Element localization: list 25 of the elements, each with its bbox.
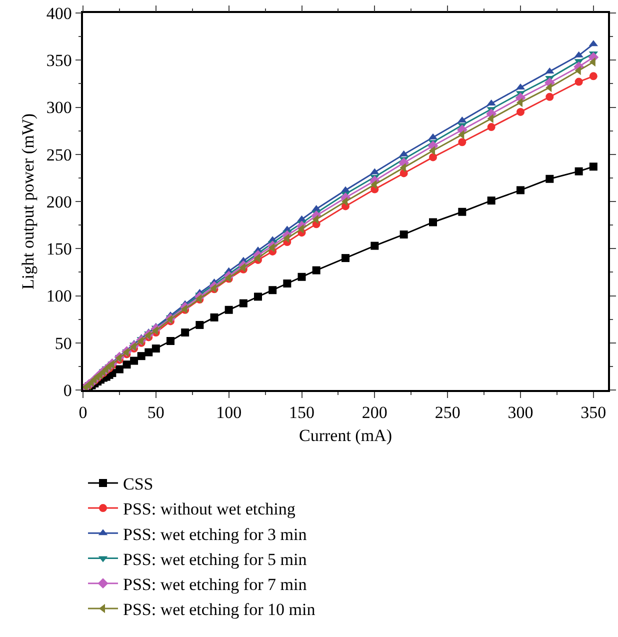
legend-label: PSS: wet etching for 3 min xyxy=(123,524,308,544)
legend-label: PSS: wet etching for 10 min xyxy=(123,600,316,620)
x-tick-label: 0 xyxy=(78,403,88,422)
legend-label: CSS xyxy=(123,474,154,494)
x-tick-label: 50 xyxy=(147,403,164,422)
y-tick-label: 0 xyxy=(63,380,72,400)
x-tick-label: 100 xyxy=(216,403,242,422)
y-tick-label: 100 xyxy=(46,286,72,306)
y-tick-label: 250 xyxy=(46,145,72,164)
x-axis-title: Current (mA) xyxy=(298,426,392,446)
x-tick-label: 200 xyxy=(362,403,388,422)
y-tick-label: 200 xyxy=(46,192,72,212)
x-tick-label: 150 xyxy=(289,403,314,422)
x-tick-label: 250 xyxy=(434,403,460,422)
x-tick-label: 300 xyxy=(508,403,534,422)
y-tick-label: 150 xyxy=(46,240,72,259)
legend-label: PSS: wet etching for 5 min xyxy=(123,550,308,569)
y-tick-label: 350 xyxy=(46,51,72,70)
y-axis-title: Light output power (mW) xyxy=(18,113,38,290)
legend-label: PSS: without wet etching xyxy=(123,500,296,519)
y-tick-label: 300 xyxy=(46,98,72,118)
y-tick-label: 400 xyxy=(46,4,72,23)
legend-label: PSS: wet etching for 7 min xyxy=(123,574,308,594)
y-tick-label: 50 xyxy=(54,334,72,353)
x-tick-label: 350 xyxy=(580,403,606,422)
